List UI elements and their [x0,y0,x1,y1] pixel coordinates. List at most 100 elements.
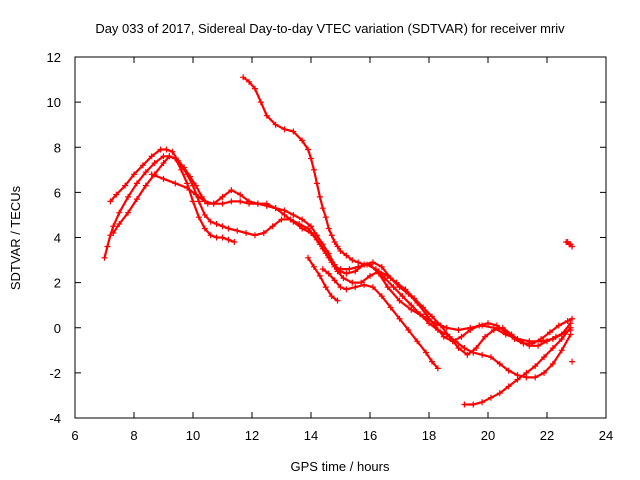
data-point [240,74,247,81]
data-point [334,243,341,250]
data-point [381,275,388,282]
data-point [328,232,335,239]
data-point [313,236,320,243]
data-point [157,146,164,153]
data-point [538,336,545,343]
data-point [569,315,576,322]
data-point [201,225,208,232]
data-point [541,354,548,361]
data-point [555,322,562,329]
data-point [116,209,123,216]
data-point [464,351,471,358]
data-point [278,216,285,223]
series-line [112,155,236,244]
data-point [319,245,326,252]
x-tick-label: 12 [245,428,259,443]
data-point [207,218,214,225]
data-point [322,214,329,221]
data-point [281,126,288,133]
data-point [319,205,326,212]
data-point [443,324,450,331]
x-axis-label: GPS time / hours [291,459,390,474]
series-arc-10 [569,358,576,365]
data-point [160,175,167,182]
data-point [195,198,202,205]
data-point [349,257,356,264]
data-point [520,340,527,347]
data-point [213,220,220,227]
data-point [485,320,491,327]
data-point [569,243,576,250]
data-point [237,198,244,205]
data-point [313,180,320,187]
data-point [364,261,371,268]
y-tick-label: 12 [47,50,61,65]
series-arc-9 [563,239,576,250]
data-point [408,302,415,309]
x-tick-label: 24 [599,428,613,443]
data-point [378,293,385,300]
data-point [479,351,486,358]
data-point [434,327,441,334]
data-point [116,220,123,227]
data-point [352,268,359,275]
data-point [387,275,394,282]
data-point [473,345,480,352]
data-point [340,275,347,282]
data-point [299,216,306,223]
data-point [343,252,350,259]
data-point [263,112,270,119]
data-point [487,354,494,361]
data-point [505,383,512,390]
data-point [142,169,149,176]
y-tick-label: 2 [54,276,61,291]
data-point [334,297,341,304]
data-point [142,182,149,189]
data-point [107,198,114,205]
data-point [228,187,235,194]
data-point [487,394,494,401]
data-point [343,270,350,277]
series-markers [240,74,574,345]
data-point [331,277,338,284]
data-point [272,205,279,212]
x-tick-label: 18 [422,428,436,443]
data-point [166,153,173,160]
data-point [396,315,403,322]
x-tick-label: 14 [304,428,318,443]
data-point [470,401,477,408]
data-point [355,263,362,270]
data-point [378,263,385,270]
data-point [269,223,276,230]
data-point [567,324,574,331]
series-line [109,148,574,345]
data-point [187,173,194,180]
data-point [254,200,261,207]
data-point [558,336,565,343]
data-point [544,338,550,345]
data-point [552,333,559,340]
data-point [414,299,421,306]
data-point [290,218,297,225]
y-tick-label: 8 [54,140,61,155]
data-point [251,232,258,239]
data-point [104,243,111,250]
data-point [428,313,435,320]
data-point [390,284,397,291]
data-point [219,193,226,200]
data-point [396,297,403,304]
data-point [458,333,465,340]
data-point [257,99,264,106]
data-point [310,166,317,173]
x-tick-label: 20 [481,428,495,443]
data-point [349,279,356,286]
data-point [343,286,350,293]
data-point [331,263,338,270]
data-point [133,196,140,203]
data-point [437,322,444,329]
data-point [219,223,226,230]
data-point [290,128,297,135]
data-point [423,349,430,356]
data-point [369,284,376,291]
data-point [231,239,238,246]
